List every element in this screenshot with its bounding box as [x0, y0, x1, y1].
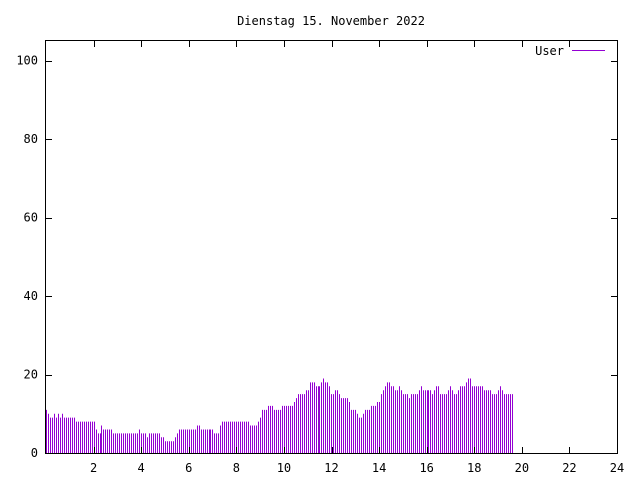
plot-frame	[45, 40, 618, 454]
x-tick-label: 18	[467, 461, 481, 475]
x-tick-label: 22	[562, 461, 576, 475]
legend-label-user: User	[535, 44, 564, 58]
x-tick-labels: 2 4 6 8 10 12 14 16 18 20 22 24	[90, 461, 624, 475]
y-tick-label: 40	[24, 289, 38, 303]
x-tick-label: 24	[610, 461, 624, 475]
legend: User	[535, 44, 605, 58]
x-tick-label: 14	[372, 461, 386, 475]
chart-title: Dienstag 15. November 2022	[237, 14, 425, 28]
x-tick-label: 10	[277, 461, 291, 475]
y-tick-label: 100	[16, 54, 38, 68]
x-tick-label: 16	[419, 461, 433, 475]
x-tick-label: 12	[324, 461, 338, 475]
y-tick-label: 20	[24, 368, 38, 382]
y-tick-label: 80	[24, 132, 38, 146]
x-tick-label: 4	[138, 461, 145, 475]
axis-ticks	[46, 41, 618, 454]
bar-series-user	[46, 378, 513, 453]
x-tick-label: 2	[90, 461, 97, 475]
y-tick-label: 60	[24, 211, 38, 225]
x-tick-label: 6	[185, 461, 192, 475]
y-tick-labels: 0 20 40 60 80 100	[16, 54, 38, 460]
x-tick-label: 8	[233, 461, 240, 475]
x-tick-label: 20	[515, 461, 529, 475]
y-tick-label: 0	[31, 446, 38, 460]
